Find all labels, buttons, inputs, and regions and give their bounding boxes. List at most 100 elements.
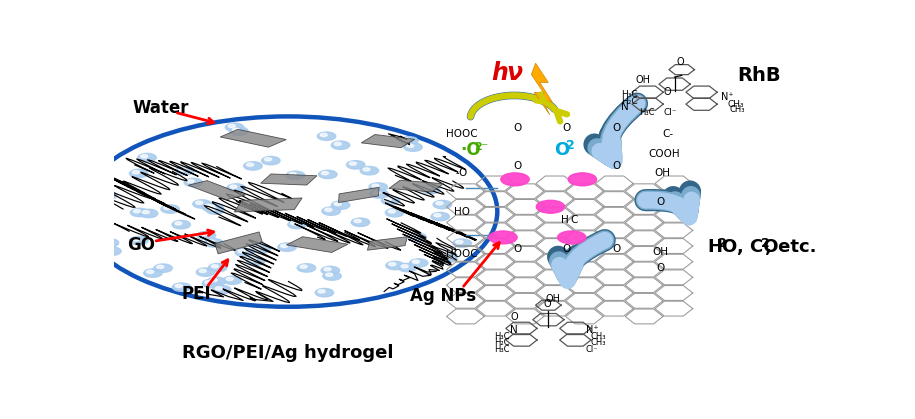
Circle shape — [225, 123, 243, 132]
Text: O: O — [510, 312, 518, 322]
Circle shape — [371, 184, 379, 187]
Circle shape — [436, 202, 443, 205]
Circle shape — [262, 156, 280, 165]
Text: H₃C: H₃C — [494, 345, 510, 354]
Text: h: h — [491, 61, 509, 85]
Circle shape — [205, 204, 223, 212]
Text: HOOC: HOOC — [446, 248, 478, 259]
Circle shape — [172, 283, 191, 291]
Circle shape — [131, 208, 149, 217]
Circle shape — [134, 210, 140, 213]
Circle shape — [388, 210, 395, 213]
Circle shape — [382, 197, 400, 205]
Polygon shape — [339, 187, 379, 202]
Circle shape — [144, 269, 162, 277]
Circle shape — [209, 264, 227, 272]
Polygon shape — [389, 180, 444, 192]
Text: PEI: PEI — [182, 285, 211, 303]
Text: Cl⁻: Cl⁻ — [664, 108, 678, 117]
Circle shape — [156, 265, 164, 269]
Text: N⁺: N⁺ — [721, 92, 733, 102]
Circle shape — [133, 171, 139, 174]
Circle shape — [211, 265, 219, 268]
Text: H: H — [561, 215, 568, 225]
Circle shape — [202, 279, 221, 288]
Circle shape — [300, 265, 307, 268]
Text: GO: GO — [127, 236, 156, 254]
Circle shape — [208, 240, 214, 243]
Circle shape — [161, 205, 179, 213]
Circle shape — [406, 144, 414, 147]
Text: Cl⁻: Cl⁻ — [586, 345, 598, 354]
Circle shape — [199, 269, 206, 272]
Text: O: O — [513, 123, 522, 133]
Circle shape — [334, 202, 341, 206]
Circle shape — [103, 240, 110, 243]
Circle shape — [334, 142, 341, 145]
Circle shape — [193, 200, 211, 208]
Circle shape — [318, 290, 325, 293]
Polygon shape — [361, 134, 414, 148]
Circle shape — [322, 207, 340, 215]
Circle shape — [184, 178, 202, 187]
Circle shape — [249, 259, 256, 261]
Text: 2: 2 — [761, 237, 770, 250]
Text: -O: -O — [456, 168, 468, 178]
Circle shape — [139, 209, 157, 218]
Text: HO: HO — [454, 207, 469, 217]
Circle shape — [434, 214, 441, 217]
Circle shape — [238, 250, 245, 253]
Circle shape — [200, 233, 207, 236]
Circle shape — [286, 171, 305, 179]
Circle shape — [95, 183, 113, 191]
Circle shape — [433, 200, 451, 209]
Circle shape — [363, 168, 370, 171]
Text: H₂C: H₂C — [621, 96, 638, 106]
Text: RGO/PEI/Ag hydrogel: RGO/PEI/Ag hydrogel — [182, 344, 393, 362]
Polygon shape — [234, 198, 302, 212]
Circle shape — [154, 264, 172, 272]
Text: HOOC: HOOC — [446, 129, 478, 139]
Circle shape — [176, 167, 194, 175]
Text: O: O — [656, 197, 664, 207]
Circle shape — [324, 268, 331, 271]
Text: H₂C: H₂C — [494, 339, 510, 347]
Circle shape — [411, 234, 418, 238]
Circle shape — [243, 162, 262, 170]
Circle shape — [209, 207, 216, 210]
Circle shape — [102, 247, 121, 255]
Text: OH: OH — [652, 247, 668, 257]
Circle shape — [133, 238, 139, 241]
Text: ⁻: ⁻ — [480, 141, 488, 155]
Circle shape — [98, 184, 104, 188]
Circle shape — [384, 198, 392, 201]
Circle shape — [172, 220, 190, 229]
Circle shape — [389, 263, 396, 266]
Circle shape — [227, 184, 245, 192]
Circle shape — [318, 170, 337, 178]
Circle shape — [232, 128, 240, 132]
Text: O: O — [656, 263, 664, 273]
Text: O: O — [612, 123, 620, 133]
Text: 2: 2 — [566, 139, 575, 152]
Circle shape — [197, 268, 215, 277]
Circle shape — [431, 212, 449, 221]
Circle shape — [215, 287, 222, 290]
Circle shape — [208, 205, 215, 208]
Circle shape — [373, 191, 380, 194]
Circle shape — [264, 158, 272, 161]
Circle shape — [386, 261, 404, 270]
Circle shape — [323, 272, 341, 280]
Text: OH: OH — [654, 168, 671, 178]
Circle shape — [403, 138, 410, 141]
Circle shape — [235, 248, 253, 257]
Circle shape — [321, 266, 339, 275]
Circle shape — [175, 222, 182, 225]
Circle shape — [456, 240, 463, 243]
Polygon shape — [215, 232, 263, 254]
Text: N⁺: N⁺ — [586, 325, 598, 335]
Circle shape — [105, 248, 113, 251]
Circle shape — [401, 265, 408, 268]
Text: CH₃: CH₃ — [591, 339, 607, 347]
Circle shape — [442, 255, 449, 259]
